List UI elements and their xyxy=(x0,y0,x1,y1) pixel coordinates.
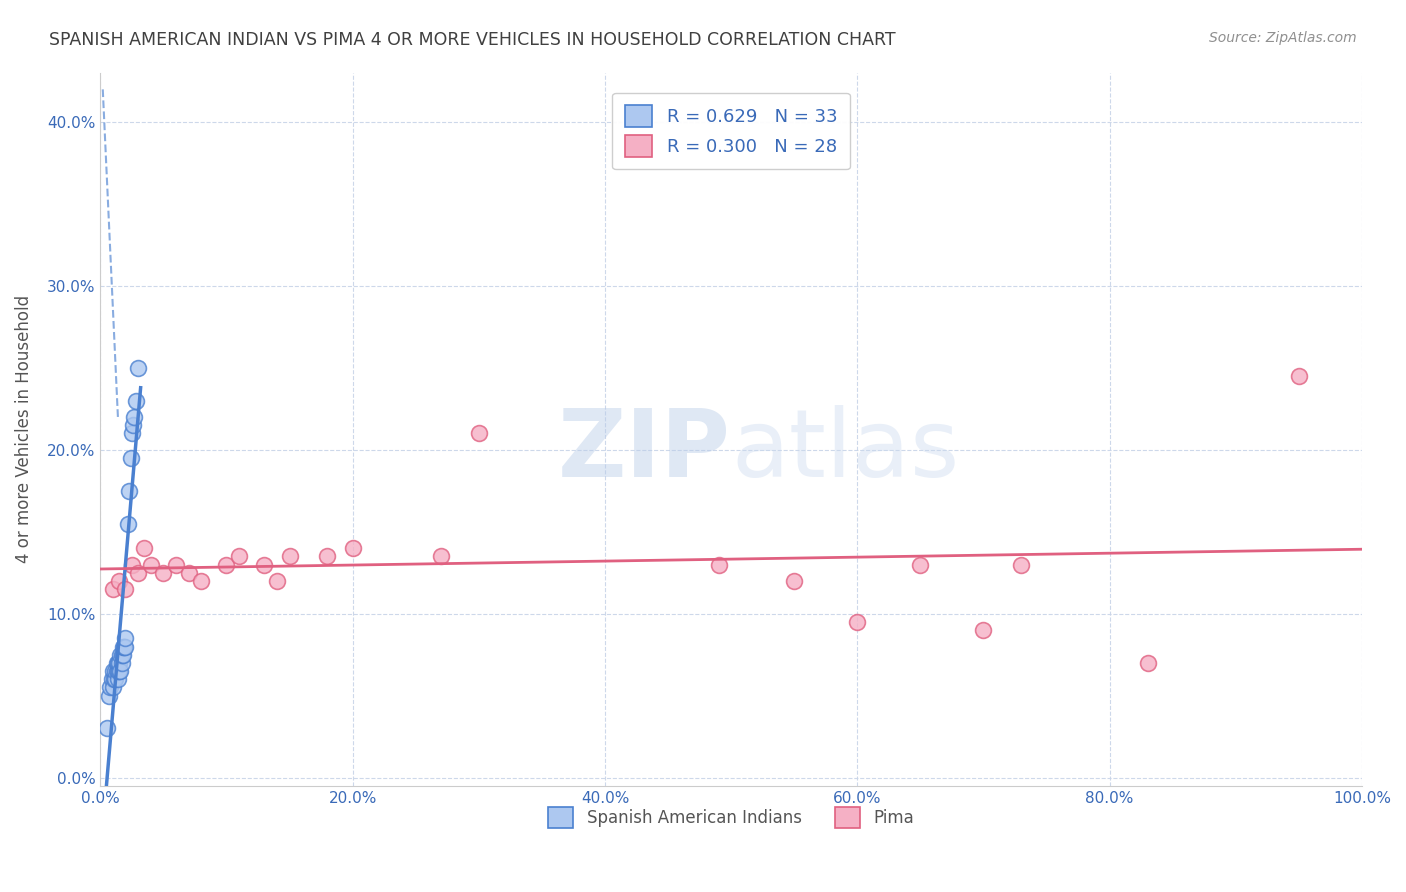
Point xyxy=(190,574,212,588)
Legend: Spanish American Indians, Pima: Spanish American Indians, Pima xyxy=(541,801,921,835)
Point xyxy=(430,549,453,564)
Point xyxy=(107,673,129,687)
Point xyxy=(139,558,162,572)
Point xyxy=(228,549,250,564)
Point xyxy=(103,673,125,687)
Text: ZIP: ZIP xyxy=(558,405,731,497)
Text: Source: ZipAtlas.com: Source: ZipAtlas.com xyxy=(1209,31,1357,45)
Point xyxy=(108,574,131,588)
Point xyxy=(112,640,135,654)
Point xyxy=(972,623,994,637)
Point xyxy=(468,426,491,441)
Point xyxy=(114,632,136,646)
Point xyxy=(111,648,134,662)
Point xyxy=(107,664,129,678)
Point xyxy=(105,664,128,678)
Point xyxy=(117,516,139,531)
Point xyxy=(105,656,128,670)
Point xyxy=(100,673,122,687)
Y-axis label: 4 or more Vehicles in Household: 4 or more Vehicles in Household xyxy=(15,295,32,564)
Point xyxy=(114,640,136,654)
Point xyxy=(122,418,145,433)
Point xyxy=(104,664,127,678)
Point xyxy=(96,722,118,736)
Point xyxy=(110,648,132,662)
Point xyxy=(114,582,136,596)
Point xyxy=(783,574,806,588)
Point xyxy=(98,689,121,703)
Text: atlas: atlas xyxy=(731,405,959,497)
Point xyxy=(108,656,131,670)
Point xyxy=(111,648,134,662)
Point xyxy=(101,664,124,678)
Point xyxy=(342,541,364,556)
Point xyxy=(152,566,174,580)
Point xyxy=(121,426,143,441)
Point xyxy=(1010,558,1032,572)
Point xyxy=(1288,369,1310,384)
Point xyxy=(124,393,146,408)
Point xyxy=(846,615,869,629)
Point xyxy=(707,558,730,572)
Point xyxy=(127,566,149,580)
Point xyxy=(316,549,339,564)
Point xyxy=(111,656,134,670)
Point xyxy=(266,574,288,588)
Point xyxy=(253,558,276,572)
Point xyxy=(177,566,200,580)
Point xyxy=(165,558,187,572)
Point xyxy=(124,410,146,425)
Point xyxy=(120,451,142,466)
Point xyxy=(910,558,932,572)
Text: SPANISH AMERICAN INDIAN VS PIMA 4 OR MORE VEHICLES IN HOUSEHOLD CORRELATION CHAR: SPANISH AMERICAN INDIAN VS PIMA 4 OR MOR… xyxy=(49,31,896,49)
Point xyxy=(1136,656,1159,670)
Point xyxy=(98,681,121,695)
Point xyxy=(110,664,132,678)
Point xyxy=(108,664,131,678)
Point xyxy=(118,483,141,498)
Point xyxy=(101,582,124,596)
Point xyxy=(278,549,301,564)
Point xyxy=(134,541,156,556)
Point xyxy=(111,640,134,654)
Point xyxy=(127,360,149,375)
Point xyxy=(107,656,129,670)
Point xyxy=(104,673,127,687)
Point xyxy=(215,558,238,572)
Point xyxy=(101,681,124,695)
Point xyxy=(121,558,143,572)
